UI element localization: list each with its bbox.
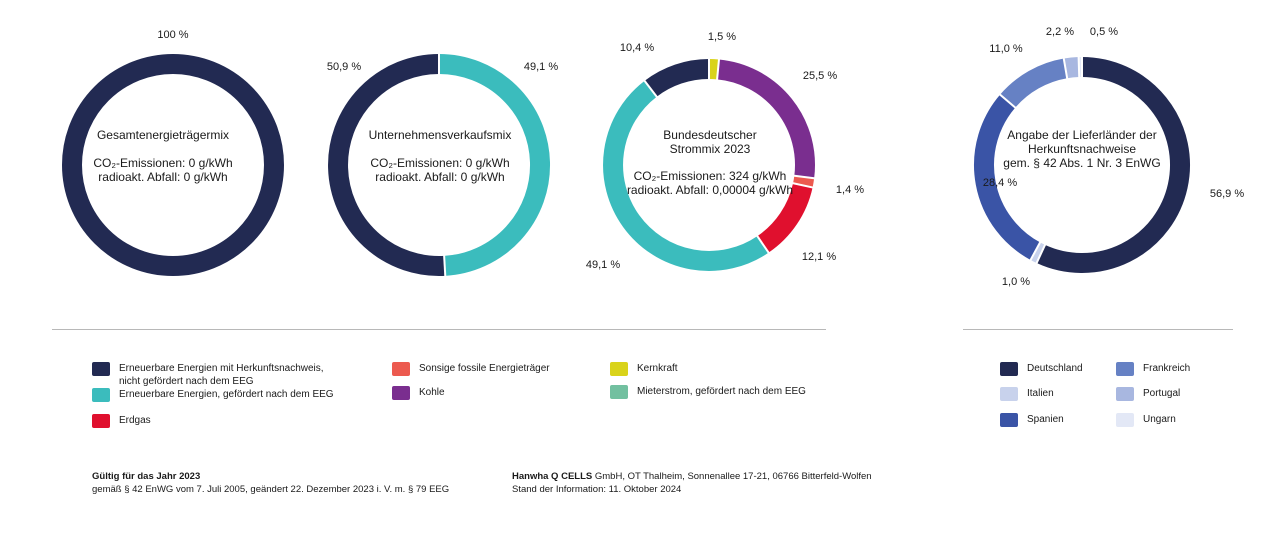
info-date: Stand der Information: 11. Oktober 2024 [512, 484, 681, 495]
slice-value-label: 1,5 % [708, 31, 736, 43]
divider-right [963, 329, 1233, 330]
legend-swatch [92, 388, 110, 402]
slice-value-label: 100 % [157, 29, 188, 41]
slice-value-label: 12,1 % [802, 251, 836, 263]
legend-swatch [392, 362, 410, 376]
legend-swatch [92, 414, 110, 428]
legend-item: Kohle [392, 386, 445, 400]
slice-separator [444, 255, 445, 277]
legend-swatch [1116, 362, 1134, 376]
validity-text: gemäß § 42 EnWG vom 7. Juli 2005, geände… [92, 484, 449, 495]
legend-swatch [1000, 387, 1018, 401]
legend-item: Italien [1000, 387, 1054, 401]
slice-value-label: 50,9 % [327, 61, 361, 73]
slice-value-label: 1,0 % [1002, 276, 1030, 288]
legend-swatch [610, 385, 628, 399]
legend-label: Erneuerbare Energien mit Herkunftsnachwe… [119, 362, 324, 388]
legend-label: Mieterstrom, gefördert nach dem EEG [637, 385, 806, 398]
slice-value-label: 1,4 % [836, 184, 864, 196]
legend-item: Spanien [1000, 413, 1064, 427]
legend-item: Erneuerbare Energien mit Herkunftsnachwe… [92, 362, 324, 388]
donut-slice [1065, 67, 1078, 68]
legend-item: Mieterstrom, gefördert nach dem EEG [610, 385, 806, 399]
donut-chart-1: 100 % Gesamtenergieträgermix CO₂-Emissione… [72, 29, 274, 266]
company-address: GmbH, OT Thalheim, Sonnenallee 17-21, 06… [592, 471, 871, 482]
donut-title: Bundesdeutscher [663, 128, 756, 142]
legend-label: Erdgas [119, 414, 151, 427]
donut-title: Strommix 2023 [670, 142, 751, 156]
donut-title: Unternehmensverkaufsmix [369, 128, 512, 142]
divider-left [52, 329, 826, 330]
legend-item: Sonsige fossile Energieträger [392, 362, 550, 376]
slice-value-label: 2,2 % [1046, 26, 1074, 38]
legend-item: Frankreich [1116, 362, 1190, 376]
donut-title: Herkunftsnachweise [1028, 142, 1136, 156]
legend-label: Deutschland [1027, 362, 1083, 375]
donut-subtitle: CO₂-Emissionen: 0 g/kWh [370, 156, 509, 170]
donut-title: Gesamtenergieträgermix [97, 128, 229, 142]
slice-value-label: 28,4 % [983, 177, 1017, 189]
donut-slice [651, 69, 709, 89]
legend-label: Portugal [1143, 387, 1180, 400]
legend-swatch [1116, 387, 1134, 401]
validity-title: Gültig für das Jahr 2023 [92, 471, 200, 482]
legend-swatch [610, 362, 628, 376]
legend-item: Erneuerbare Energien, gefördert nach dem… [92, 388, 334, 402]
donut-chart-3: 1,5 % 25,5 % 1,4 % 12,1 % 49,1 % 10,4 % Bundes… [586, 31, 864, 271]
slice-separator [1079, 56, 1080, 78]
legend-item: Deutschland [1000, 362, 1083, 376]
legend-label: Kohle [419, 386, 445, 399]
slice-value-label: 49,1 % [586, 259, 620, 271]
donut-subtitle: radioakt. Abfall: 0 g/kWh [375, 170, 504, 184]
legend-label: Italien [1027, 387, 1054, 400]
legend-swatch [392, 386, 410, 400]
footer-company: Hanwha Q CELLS GmbH, OT Thalheim, Sonnen… [512, 470, 872, 496]
donut-subtitle: radioakt. Abfall: 0 g/kWh [98, 170, 227, 184]
footer-validity: Gültig für das Jahr 2023 gemäß § 42 EnWG… [92, 470, 449, 496]
slice-value-label: 0,5 % [1090, 26, 1118, 38]
legend-swatch [1116, 413, 1134, 427]
donut-chart-2: 49,1 % 50,9 % Unternehmensverkaufsmix CO₂-E… [327, 53, 558, 277]
donut-slice [1008, 68, 1066, 101]
donut-slice [718, 69, 805, 177]
donut-charts: 100 % Gesamtenergieträgermix CO₂-Emissione… [0, 0, 1280, 320]
legend-label: Ungarn [1143, 413, 1176, 426]
donut-subtitle: CO₂-Emissionen: 0 g/kWh [93, 156, 232, 170]
legend-item: Erdgas [92, 414, 151, 428]
donut-title: gem. § 42 Abs. 1 Nr. 3 EnWG [1003, 156, 1160, 170]
donut-subtitle: CO₂-Emissionen: 324 g/kWh [634, 169, 787, 183]
legend-item: Kernkraft [610, 362, 678, 376]
slice-value-label: 11,0 % [989, 43, 1023, 55]
donut-subtitle: radioakt. Abfall: 0,00004 g/kWh [627, 183, 793, 197]
slice-value-label: 10,4 % [620, 42, 654, 54]
company-name: Hanwha Q CELLS [512, 471, 592, 482]
slice-value-label: 56,9 % [1210, 188, 1244, 200]
slice-value-label: 49,1 % [524, 61, 558, 73]
legend-label: Spanien [1027, 413, 1064, 426]
legend-label: Erneuerbare Energien, gefördert nach dem… [119, 388, 334, 401]
legend-item: Ungarn [1116, 413, 1176, 427]
legend-item: Portugal [1116, 387, 1180, 401]
donut-title: Angabe der Lieferländer der [1007, 128, 1156, 142]
slice-value-label: 25,5 % [803, 70, 837, 82]
donut-slice [803, 177, 804, 185]
legend-swatch [1000, 362, 1018, 376]
legend-swatch [92, 362, 110, 376]
donut-chart-4: 56,9 % 1,0 % 28,4 % 11,0 % 2,2 % 0,5 % Angabe … [983, 26, 1244, 288]
legend-label: Sonsige fossile Energieträger [419, 362, 550, 375]
legend-label: Kernkraft [637, 362, 678, 375]
legend-label: Frankreich [1143, 362, 1190, 375]
legend-swatch [1000, 413, 1018, 427]
